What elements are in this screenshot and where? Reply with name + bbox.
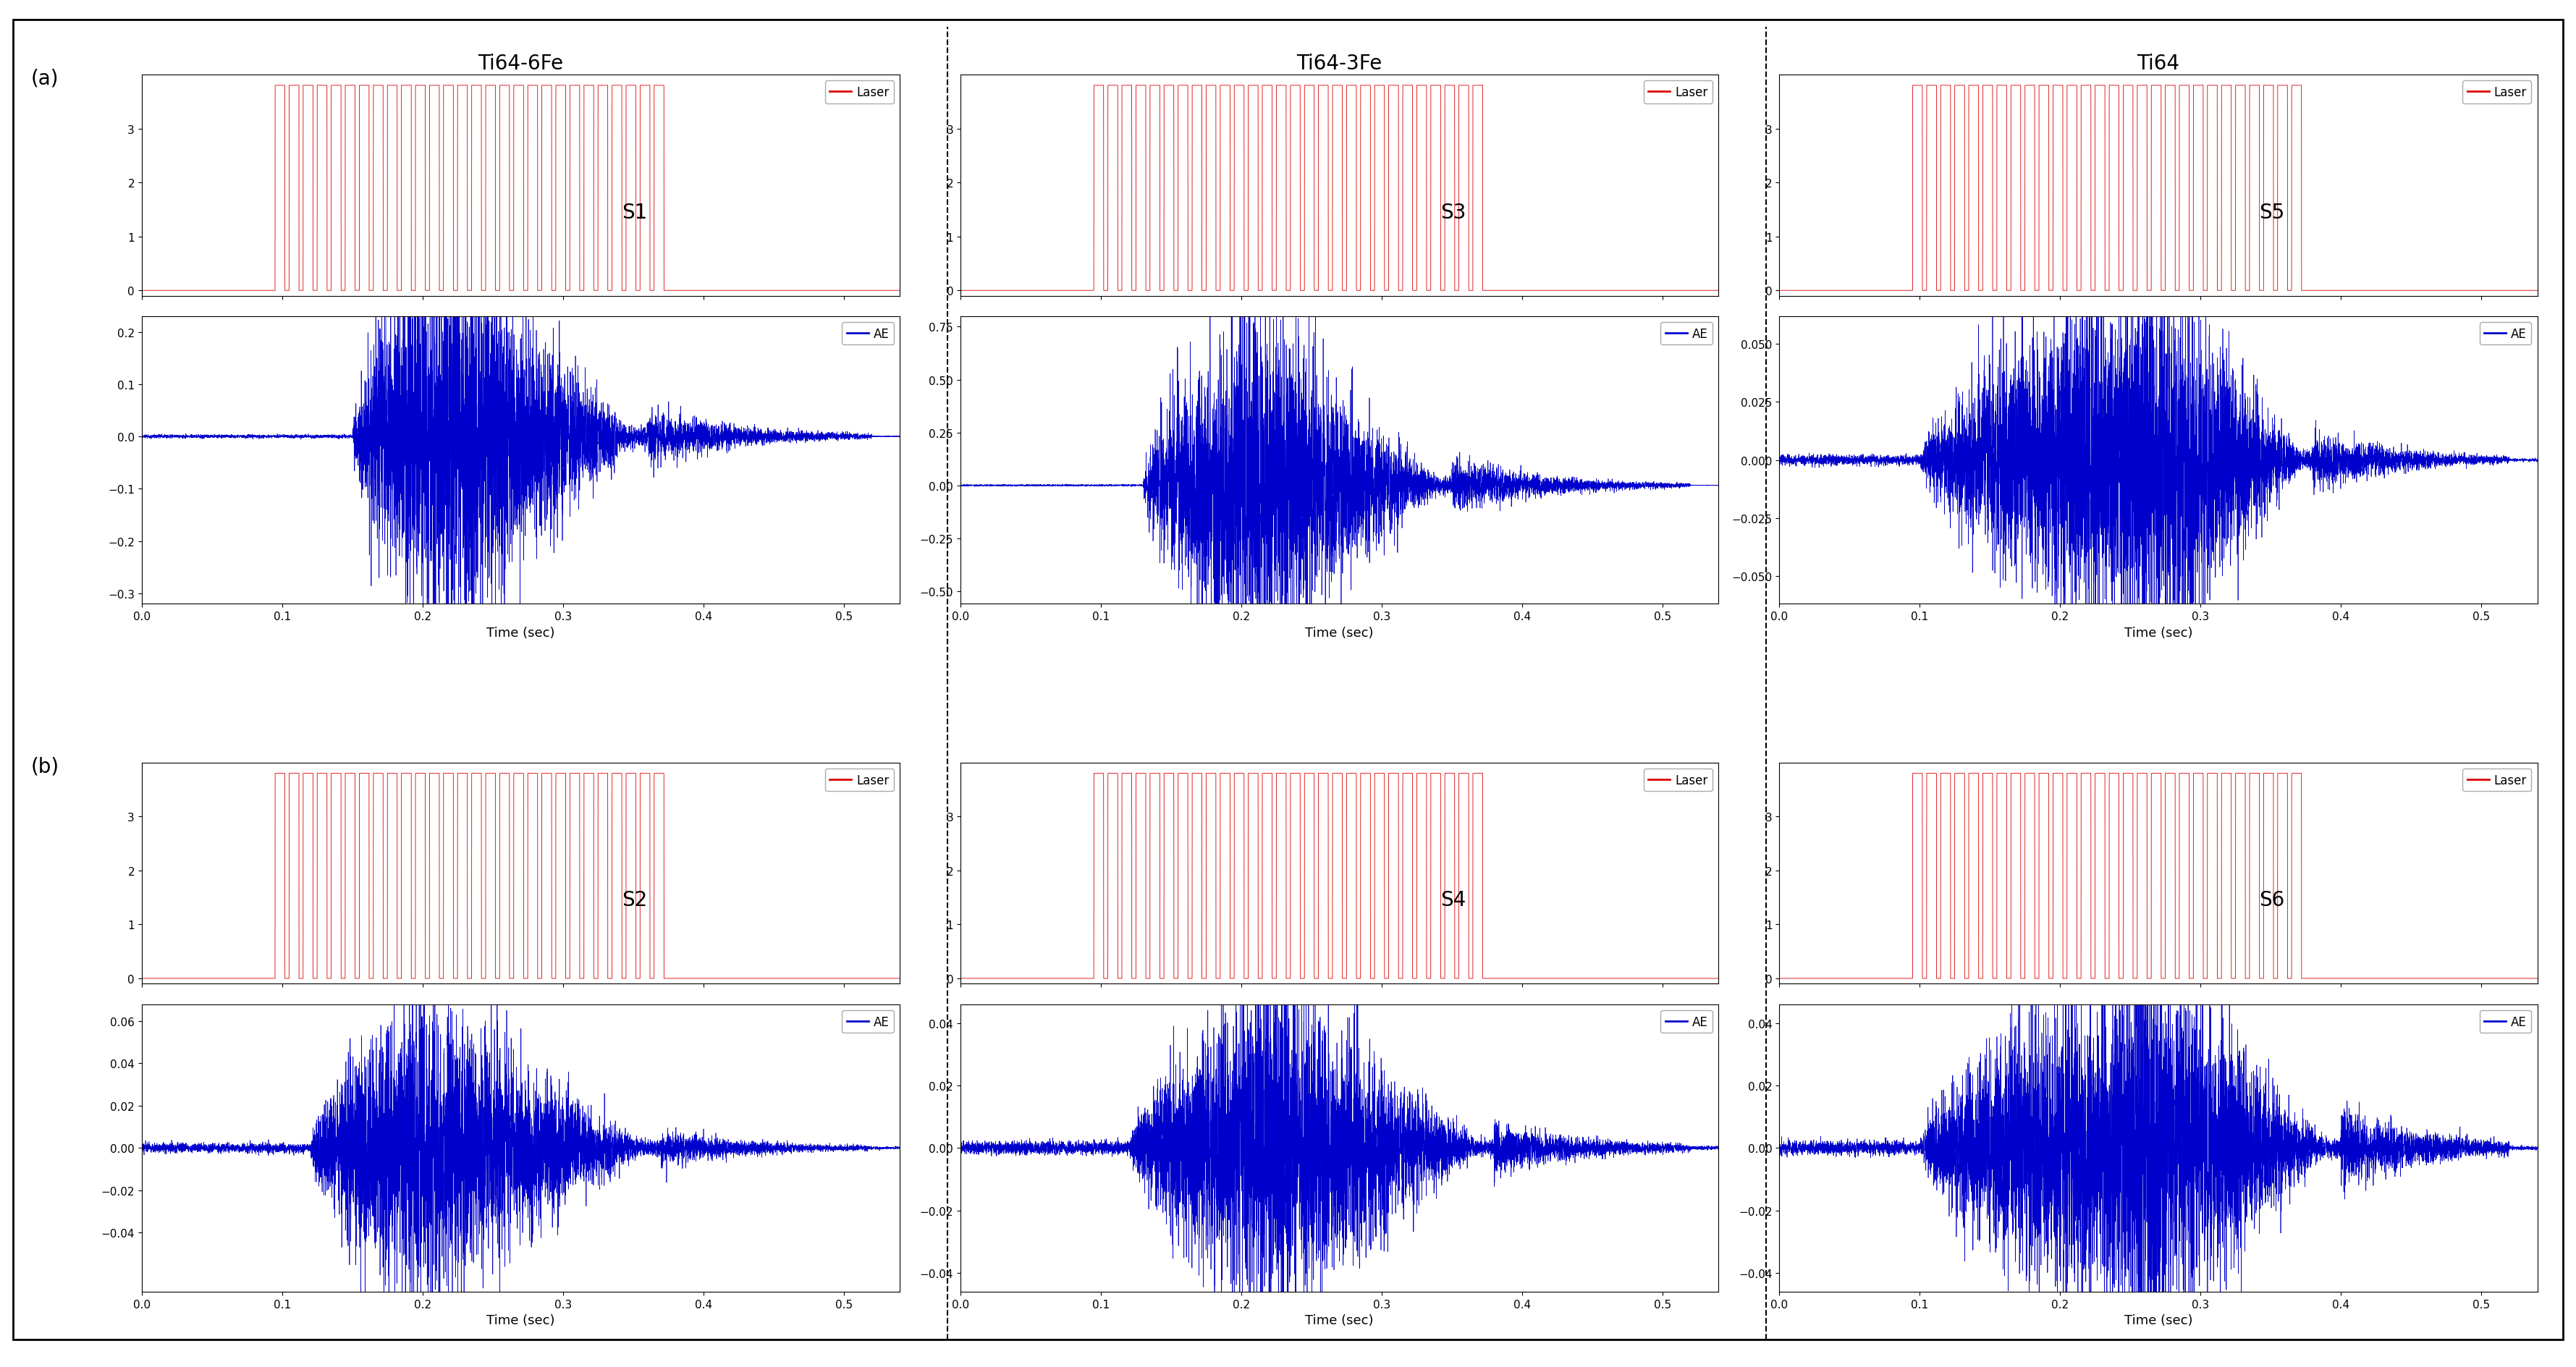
X-axis label: Time (sec): Time (sec) [487,626,554,640]
Legend: AE: AE [1662,323,1713,346]
Text: (b): (b) [31,756,59,776]
Text: (a): (a) [31,68,59,89]
Legend: AE: AE [842,1010,894,1033]
X-axis label: Time (sec): Time (sec) [1306,626,1373,640]
Legend: AE: AE [1662,1010,1713,1033]
Text: S4: S4 [1440,890,1466,910]
Legend: Laser: Laser [824,768,894,791]
Title: Ti64-6Fe: Ti64-6Fe [479,53,564,74]
Text: S1: S1 [621,202,647,223]
X-axis label: Time (sec): Time (sec) [2125,1314,2192,1327]
Legend: Laser: Laser [2463,768,2532,791]
X-axis label: Time (sec): Time (sec) [2125,626,2192,640]
Text: S6: S6 [2259,890,2285,910]
Title: Ti64: Ti64 [2138,53,2179,74]
Text: S5: S5 [2259,202,2285,223]
Legend: AE: AE [842,323,894,346]
Text: S3: S3 [1440,202,1466,223]
Legend: Laser: Laser [2463,81,2532,104]
X-axis label: Time (sec): Time (sec) [1306,1314,1373,1327]
Legend: AE: AE [2478,323,2532,346]
Title: Ti64-3Fe: Ti64-3Fe [1296,53,1383,74]
Legend: AE: AE [2478,1010,2532,1033]
X-axis label: Time (sec): Time (sec) [487,1314,554,1327]
Legend: Laser: Laser [1643,768,1713,791]
Legend: Laser: Laser [824,81,894,104]
Legend: Laser: Laser [1643,81,1713,104]
Text: S2: S2 [621,890,647,910]
